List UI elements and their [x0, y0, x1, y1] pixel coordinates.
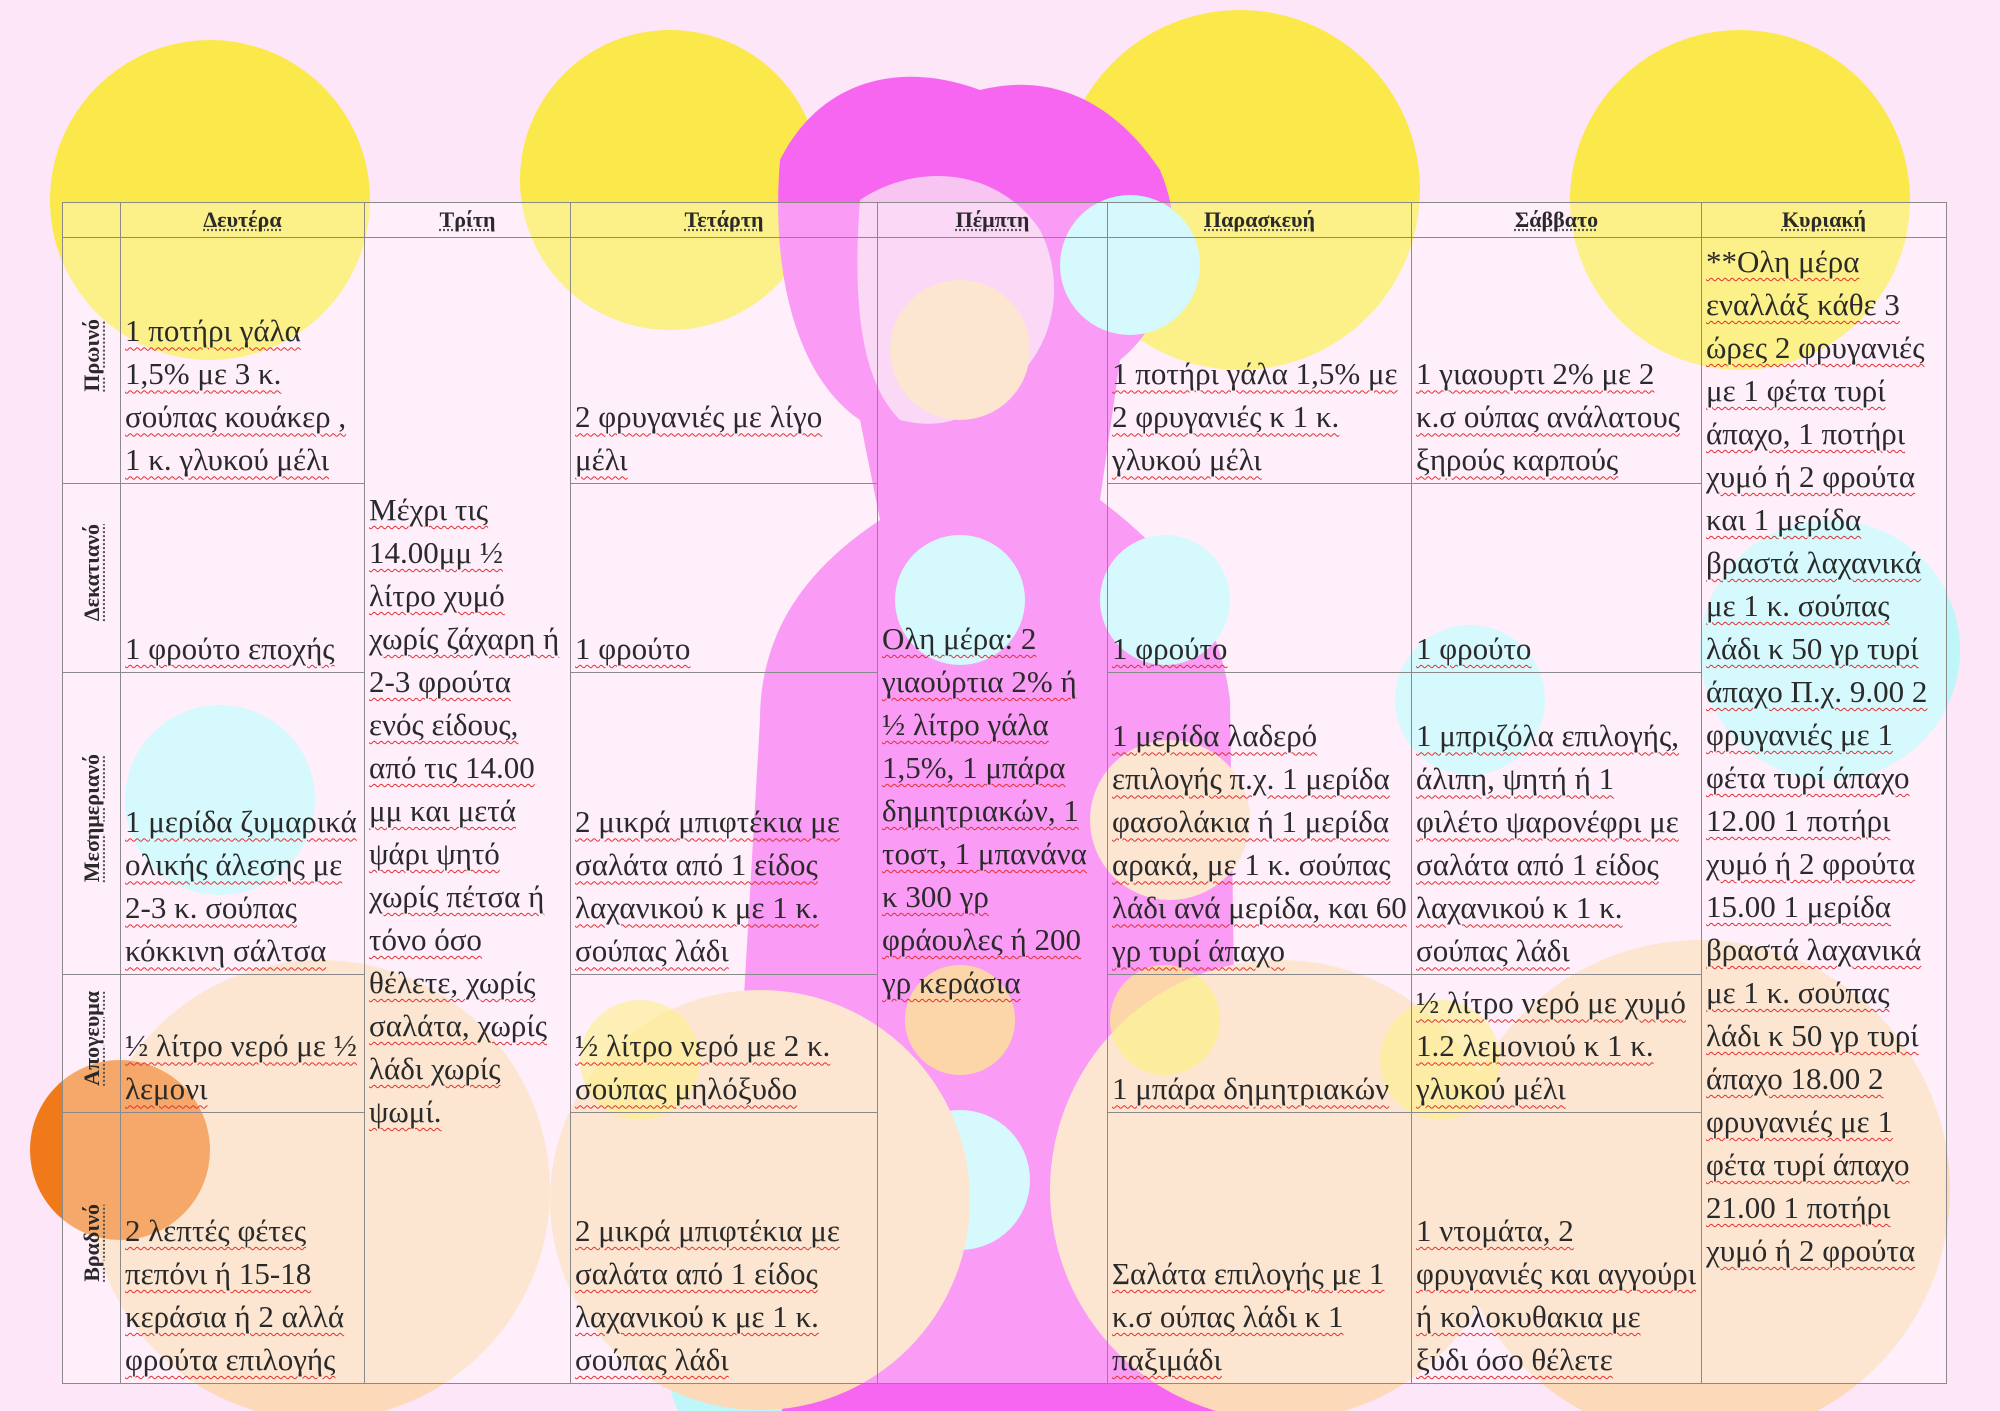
row-lunch: Μεσημεριανό 1 μερίδα ζυμαρικά ολικής άλε… — [62, 671, 1947, 976]
meal-label-dinner: Βραδινό — [62, 1112, 121, 1384]
cell-saturday-afternoon: ½ λίτρο νερό με χυμό 1.2 λεμονιού κ 1 κ.… — [1411, 974, 1702, 1114]
cell-friday-snack: 1 φρούτο — [1107, 483, 1412, 673]
cell-saturday-lunch: 1 μπριζόλα επιλογής, άλιπη, ψητή ή 1 φιλ… — [1411, 671, 1702, 976]
cell-wednesday-breakfast: 2 φρυγανιές με λίγο μέλι — [570, 237, 878, 485]
cell-wednesday-lunch: 2 μικρά μπιφτέκια με σαλάτα από 1 είδος … — [570, 671, 878, 976]
header-row: Δευτέρα Τρίτη Τετάρτη Πέμπτη Παρασκευή Σ… — [62, 201, 1947, 239]
cell-wednesday-afternoon: ½ λίτρο νερό με 2 κ. σούπας μηλόξυδο — [570, 974, 878, 1114]
cell-wednesday-snack: 1 φρούτο — [570, 483, 878, 673]
meal-label-lunch: Μεσημεριανό — [62, 671, 121, 976]
cell-saturday-dinner: 1 ντομάτα, 2 φρυγανιές και αγγούρι ή κολ… — [1411, 1112, 1702, 1384]
day-header-wednesday: Τετάρτη — [570, 201, 878, 239]
day-header-monday: Δευτέρα — [120, 201, 365, 239]
cell-monday-dinner: 2 λεπτές φέτες πεπόνι ή 15-18 κεράσια ή … — [120, 1112, 365, 1384]
row-afternoon: Απογευμα ½ λίτρο νερό με ½ λεμονι ½ λίτρ… — [62, 974, 1947, 1114]
row-dinner: Βραδινό 2 λεπτές φέτες πεπόνι ή 15-18 κε… — [62, 1112, 1947, 1384]
cell-wednesday-dinner: 2 μικρά μπιφτέκια με σαλάτα από 1 είδος … — [570, 1112, 878, 1384]
meal-label-afternoon: Απογευμα — [62, 974, 121, 1114]
cell-friday-lunch: 1 μερίδα λαδερό επιλογής π.χ. 1 μερίδα φ… — [1107, 671, 1412, 976]
cell-friday-afternoon: 1 μπάρα δημητριακών — [1107, 974, 1412, 1114]
meal-label-breakfast: Πρωινό — [62, 237, 121, 485]
day-header-tuesday: Τρίτη — [364, 201, 571, 239]
cell-saturday-snack: 1 φρούτο — [1411, 483, 1702, 673]
row-breakfast: Πρωινό 1 ποτήρι γάλα 1,5% με 3 κ. σούπας… — [62, 237, 1947, 1384]
row-snack: Δεκατιανό 1 φρούτο εποχής 1 φρούτο 1 φρο… — [62, 483, 1947, 673]
day-header-friday: Παρασκευή — [1107, 201, 1412, 239]
cell-monday-afternoon: ½ λίτρο νερό με ½ λεμονι — [120, 974, 365, 1114]
cell-tuesday-allday: Μέχρι τις 14.00μμ ½ λίτρο χυμό χωρίς ζάχ… — [364, 237, 571, 1384]
meal-plan-table: Δευτέρα Τρίτη Τετάρτη Πέμπτη Παρασκευή Σ… — [62, 201, 1947, 1384]
day-header-thursday: Πέμπτη — [877, 201, 1108, 239]
cell-monday-breakfast: 1 ποτήρι γάλα 1,5% με 3 κ. σούπας κουάκε… — [120, 237, 365, 485]
day-header-saturday: Σάββατο — [1411, 201, 1702, 239]
day-header-sunday: Κυριακή — [1701, 201, 1947, 239]
cell-monday-snack: 1 φρούτο εποχής — [120, 483, 365, 673]
corner-cell — [62, 201, 121, 239]
cell-thursday-allday: Ολη μέρα: 2 γιαούρτια 2% ή ½ λίτρο γάλα … — [877, 237, 1108, 1384]
meal-label-snack: Δεκατιανό — [62, 483, 121, 673]
meal-plan-table-wrapper: Δευτέρα Τρίτη Τετάρτη Πέμπτη Παρασκευή Σ… — [62, 201, 1947, 1384]
cell-friday-breakfast: 1 ποτήρι γάλα 1,5% με 2 φρυγανιές κ 1 κ.… — [1107, 237, 1412, 485]
cell-friday-dinner: Σαλάτα επιλογής με 1 κ.σ ούπας λάδι κ 1 … — [1107, 1112, 1412, 1384]
cell-monday-lunch: 1 μερίδα ζυμαρικά ολικής άλεσης με 2-3 κ… — [120, 671, 365, 976]
cell-saturday-breakfast: 1 γιαουρτι 2% με 2 κ.σ ούπας ανάλατους ξ… — [1411, 237, 1702, 485]
cell-sunday-allday: **Ολη μέρα εναλλάξ κάθε 3 ώρες 2 φρυγανι… — [1701, 237, 1947, 1384]
